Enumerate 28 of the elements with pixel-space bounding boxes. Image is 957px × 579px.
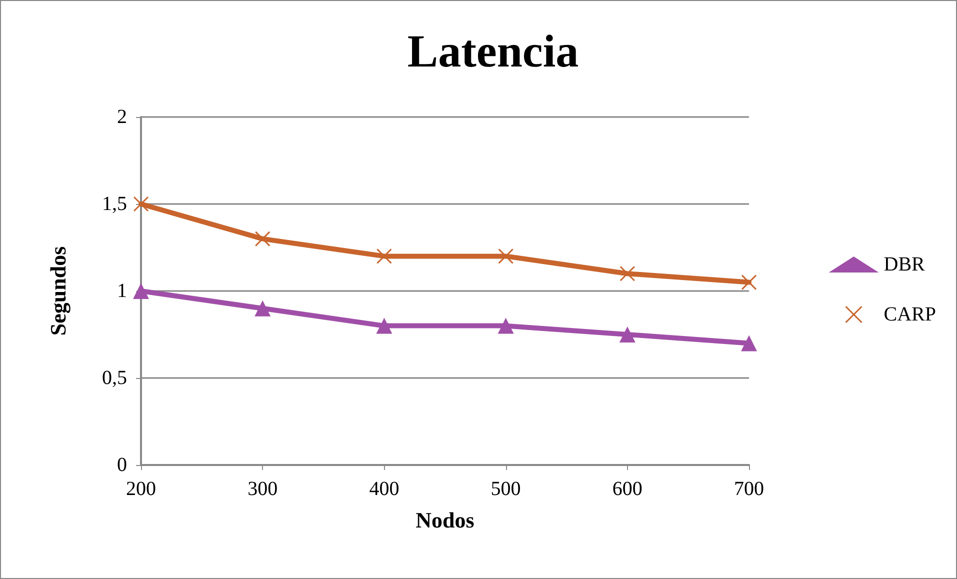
x-tick-label: 600 <box>612 478 642 500</box>
y-tick-label: 1 <box>117 280 127 302</box>
point <box>254 300 271 316</box>
point <box>254 231 270 247</box>
chart-title: Latencia <box>407 26 579 76</box>
point <box>133 196 149 212</box>
point <box>133 283 149 299</box>
y-axis-title: Segundos <box>46 246 70 336</box>
x-tick-label: 400 <box>369 478 400 500</box>
point <box>376 248 392 264</box>
x-axis-title: Nodos <box>416 508 475 532</box>
point <box>498 248 514 264</box>
point <box>376 318 392 334</box>
point <box>741 335 757 352</box>
x-tick-label: 200 <box>126 478 156 500</box>
y-tick-label: 0 <box>117 454 127 476</box>
point <box>619 326 636 342</box>
point <box>498 318 514 334</box>
y-tick-label: 0,5 <box>102 367 127 389</box>
y-tick-label: 2 <box>117 106 127 128</box>
x-tick-label: 300 <box>248 478 278 500</box>
y-tick-label: 1,5 <box>102 193 127 215</box>
legend-label: CARP <box>884 304 936 326</box>
x-tick-label: 700 <box>734 478 764 500</box>
point <box>620 266 636 282</box>
point <box>741 274 757 290</box>
x-tick-label: 500 <box>490 478 521 500</box>
legend-label: DBR <box>884 254 926 276</box>
